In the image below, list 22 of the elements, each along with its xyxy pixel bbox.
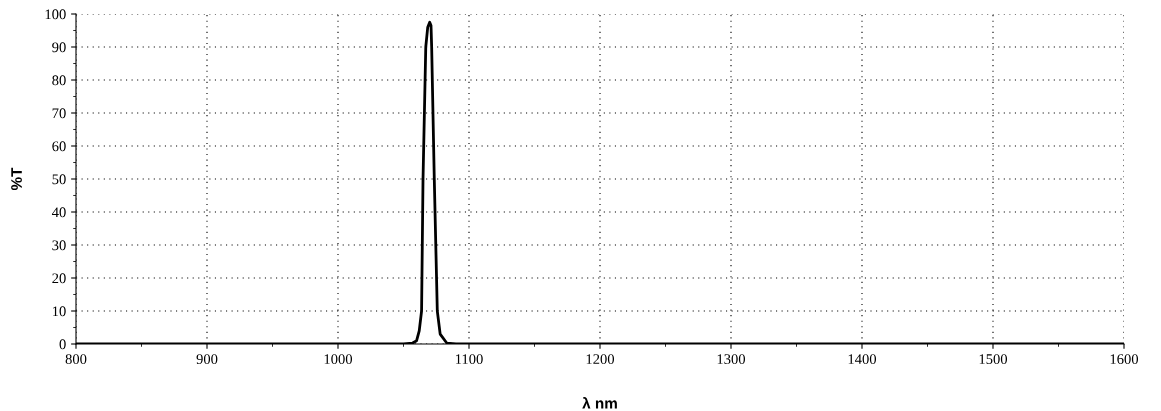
x-tick-label: 1500	[979, 354, 1008, 364]
x-tick-label: 1300	[717, 354, 746, 364]
y-tick-label: 10	[52, 306, 66, 317]
y-tick-label: 0	[59, 339, 66, 350]
x-axis-title: λ nm	[582, 397, 617, 409]
y-tick-label: 90	[52, 42, 66, 53]
y-tick-label: 100	[45, 9, 66, 20]
y-tick-label: 50	[52, 174, 66, 185]
x-tick-label: 1200	[586, 354, 615, 364]
y-axis-title: %T	[11, 167, 22, 191]
y-tick-label: 60	[52, 141, 66, 152]
y-tick-label: 30	[52, 240, 66, 251]
x-tick-label: 1600	[1110, 354, 1139, 364]
y-tick-label: 80	[52, 75, 66, 86]
x-tick-label: 1000	[324, 354, 353, 364]
y-tick-label: 20	[52, 273, 66, 284]
y-tick-label: 40	[51, 207, 66, 218]
x-tick-label: 1100	[455, 354, 483, 364]
x-tick-label: 800	[65, 354, 87, 364]
x-tick-label: 900	[196, 354, 218, 364]
y-tick-label: 70	[52, 108, 66, 119]
x-tick-label: 1400	[848, 354, 877, 364]
